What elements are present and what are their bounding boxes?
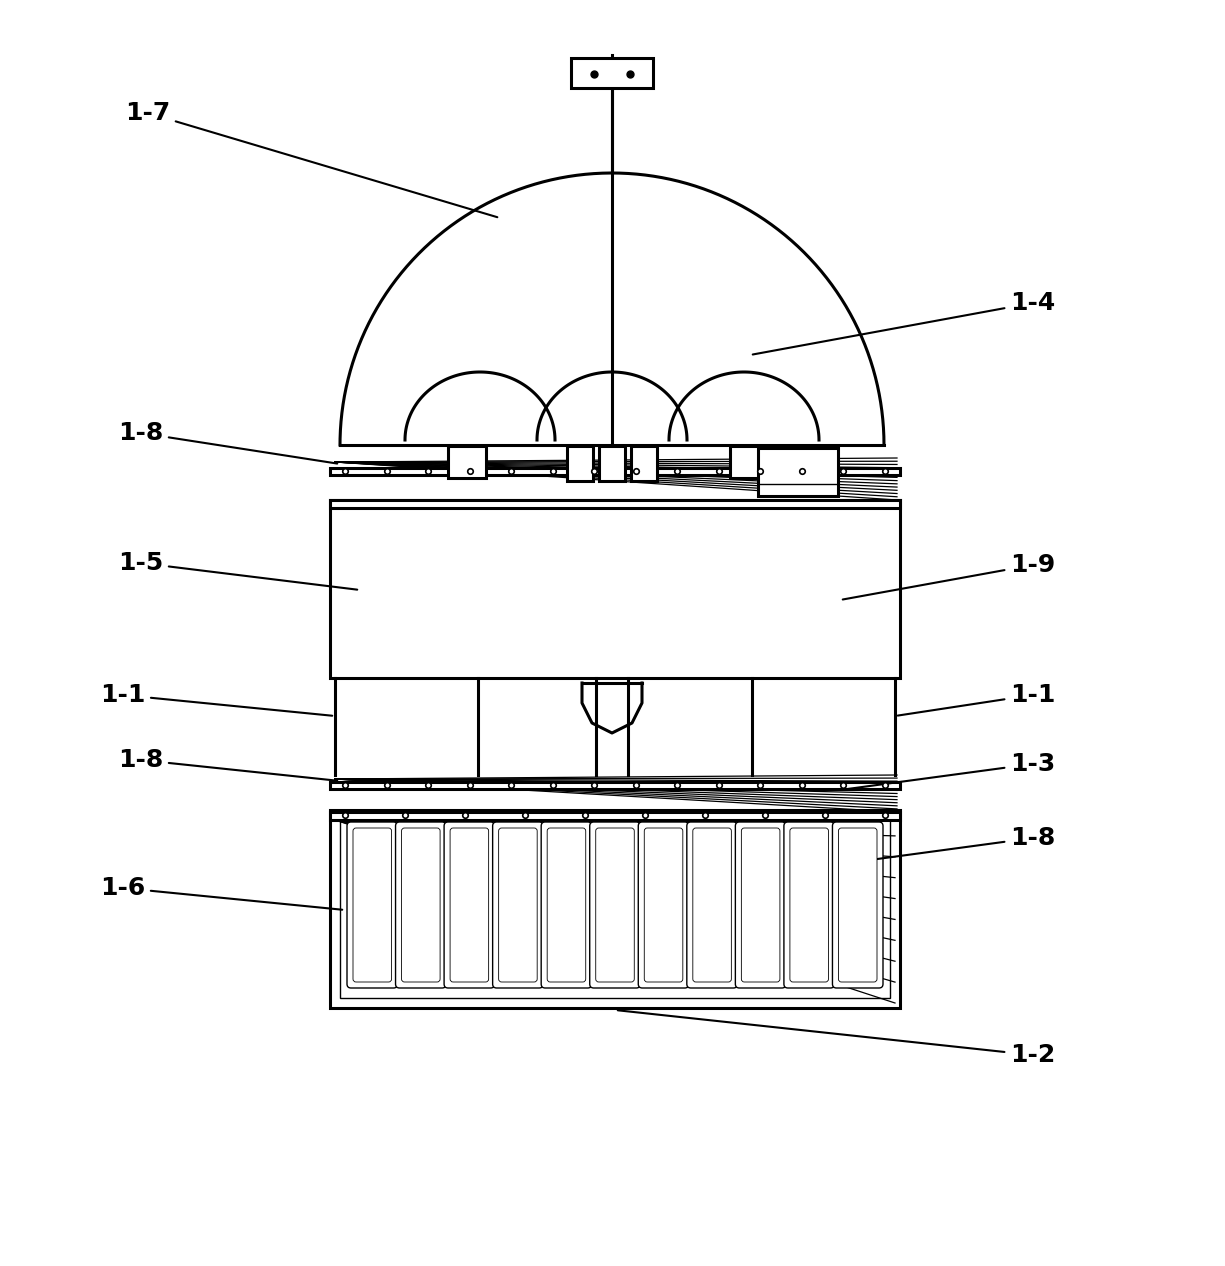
FancyBboxPatch shape: [541, 822, 592, 987]
FancyBboxPatch shape: [353, 828, 392, 982]
FancyBboxPatch shape: [402, 828, 440, 982]
Bar: [330, 500, 900, 508]
Bar: [599, 446, 625, 481]
FancyBboxPatch shape: [347, 822, 398, 987]
Bar: [330, 500, 900, 679]
FancyBboxPatch shape: [784, 822, 834, 987]
FancyBboxPatch shape: [833, 822, 883, 987]
Text: 1-2: 1-2: [617, 1010, 1055, 1067]
Bar: [330, 468, 900, 475]
FancyBboxPatch shape: [445, 822, 495, 987]
Bar: [330, 782, 900, 789]
FancyBboxPatch shape: [741, 828, 780, 982]
FancyBboxPatch shape: [638, 822, 688, 987]
Text: 1-6: 1-6: [100, 876, 342, 910]
Text: 1-3: 1-3: [843, 752, 1055, 790]
FancyBboxPatch shape: [693, 828, 731, 982]
Text: 1-8: 1-8: [118, 422, 337, 463]
Text: 1-9: 1-9: [843, 553, 1055, 600]
FancyBboxPatch shape: [687, 822, 737, 987]
FancyBboxPatch shape: [548, 828, 586, 982]
FancyBboxPatch shape: [644, 828, 682, 982]
Text: 1-1: 1-1: [898, 682, 1056, 715]
Bar: [758, 448, 838, 496]
FancyBboxPatch shape: [595, 828, 635, 982]
Text: 1-4: 1-4: [752, 291, 1055, 354]
FancyBboxPatch shape: [499, 828, 538, 982]
Bar: [341, 820, 891, 998]
Bar: [567, 446, 593, 481]
Text: 1-5: 1-5: [118, 551, 358, 590]
Bar: [448, 446, 486, 479]
FancyBboxPatch shape: [589, 822, 641, 987]
Bar: [330, 812, 900, 820]
FancyBboxPatch shape: [492, 822, 543, 987]
Bar: [631, 446, 657, 481]
FancyBboxPatch shape: [838, 828, 877, 982]
FancyBboxPatch shape: [396, 822, 446, 987]
FancyBboxPatch shape: [450, 828, 489, 982]
Text: 1-8: 1-8: [872, 825, 1055, 860]
Bar: [571, 58, 653, 89]
Bar: [730, 446, 768, 479]
Text: 1-7: 1-7: [125, 101, 497, 218]
Text: 1-1: 1-1: [100, 682, 332, 715]
FancyBboxPatch shape: [735, 822, 786, 987]
FancyBboxPatch shape: [790, 828, 828, 982]
Text: 1-8: 1-8: [118, 748, 337, 781]
Bar: [330, 810, 900, 1008]
